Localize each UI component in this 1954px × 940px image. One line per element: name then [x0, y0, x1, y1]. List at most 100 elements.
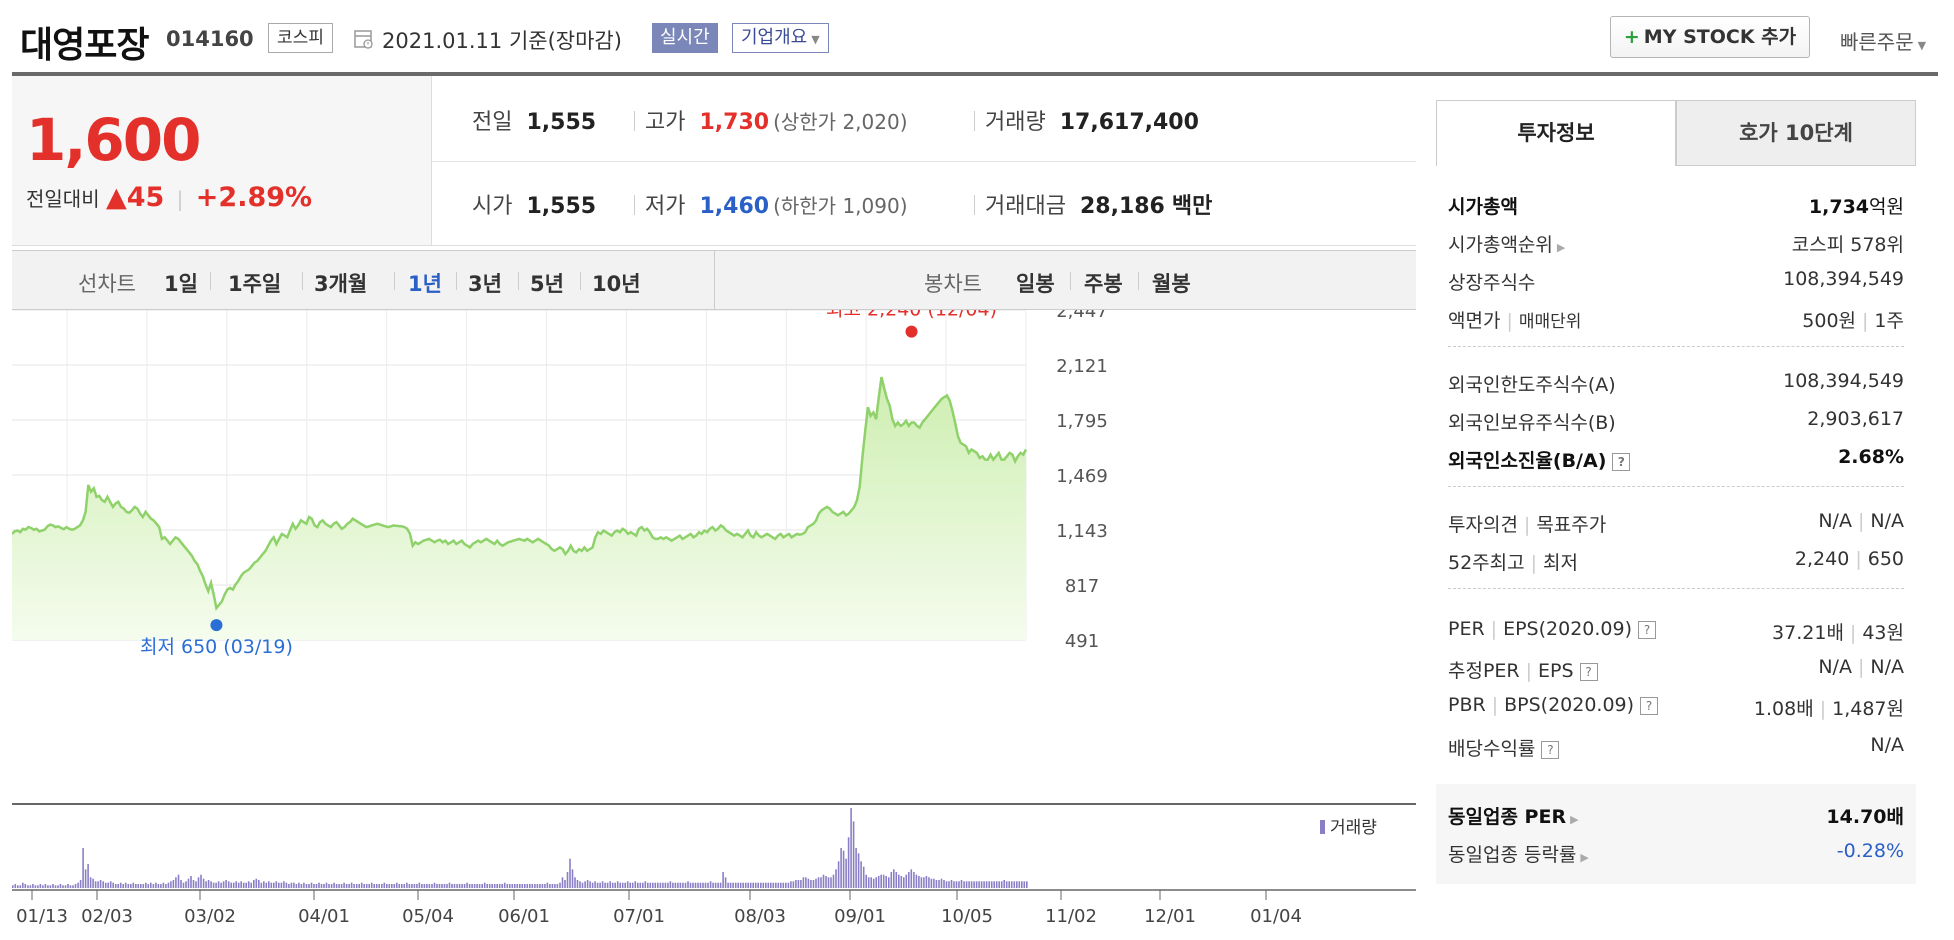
separator: |: [1849, 622, 1857, 644]
sector-per-value: 14.70배: [1826, 806, 1904, 828]
tab-hoga-10[interactable]: 호가 10단계: [1676, 100, 1916, 166]
volume-bar: [960, 880, 963, 888]
foreign-hold-label: 외국인보유주식수(B): [1448, 412, 1616, 434]
change-percent: +2.89%: [195, 182, 313, 213]
help-icon[interactable]: ?: [1640, 697, 1659, 715]
volume-bar: [948, 881, 950, 888]
divider: [1138, 272, 1139, 290]
volume-bar: [647, 882, 649, 888]
volume-bar: [288, 884, 290, 888]
volume-bar: [684, 882, 687, 888]
volume-bar: [67, 884, 69, 888]
volume-bar: [290, 882, 293, 888]
tab-5y[interactable]: 5년: [530, 272, 564, 296]
volume-bar: [910, 869, 913, 888]
stat-label: 전일: [472, 110, 513, 135]
eps-text: EPS(2020.09): [1503, 618, 1632, 640]
tab-10y[interactable]: 10년: [592, 272, 641, 296]
volume-bar: [335, 884, 338, 888]
volume-bar: [822, 874, 825, 888]
volume-bar: [117, 884, 119, 888]
foreign-hold-value: 2,903,617: [1807, 408, 1904, 430]
volume-bar: [217, 881, 220, 888]
volume-bar: [810, 880, 812, 888]
help-icon[interactable]: ?: [1579, 663, 1598, 681]
volume-bar: [795, 880, 797, 888]
tab-3y[interactable]: 3년: [468, 272, 502, 296]
volume-bar: [388, 884, 391, 888]
price-line: [12, 376, 1028, 611]
corp-summary-dropdown[interactable]: 기업개요 ▼: [732, 23, 829, 53]
volume-bar: [363, 884, 365, 888]
volume-bar: [177, 874, 180, 888]
tab-3m[interactable]: 3개월: [314, 272, 368, 296]
volume-bar: [383, 882, 386, 888]
row-cap-rank[interactable]: 시가총액순위 ▶ 코스피 578위: [1448, 224, 1904, 260]
low-annotation: 최저 650 (03/19): [140, 636, 293, 658]
volume-bar: [443, 884, 446, 888]
volume-bar: [524, 884, 526, 888]
help-icon[interactable]: ?: [1541, 741, 1560, 759]
volume-bar: [338, 884, 340, 888]
volume-bar: [453, 884, 456, 888]
volume-bar: [624, 882, 626, 888]
volume-bar: [509, 884, 511, 888]
realtime-button[interactable]: 실시간: [652, 23, 718, 53]
per-number: 37.21배: [1772, 622, 1844, 644]
volume-bar: [135, 884, 137, 888]
help-icon[interactable]: ?: [1638, 621, 1656, 639]
volume-bar: [34, 885, 37, 888]
lower-limit: (하한가 1,090): [773, 194, 908, 218]
volume-bar: [609, 881, 611, 888]
volume-bar: [551, 884, 554, 888]
volume-bar: [323, 884, 325, 888]
tab-1w[interactable]: 1주일: [228, 272, 282, 296]
row-foreign-ratio: 외국인소진율(B/A)? 2.68%: [1448, 440, 1904, 476]
quick-order-dropdown[interactable]: 빠른주문 ▼: [1840, 26, 1926, 55]
volume-bar: [729, 882, 732, 888]
row-sector-change[interactable]: 동일업종 등락률 ▶ -0.28%: [1448, 834, 1904, 870]
tab-1d[interactable]: 1일: [164, 272, 198, 296]
tab-daily[interactable]: 일봉: [1016, 272, 1055, 296]
stat-value: 28,186: [1079, 194, 1165, 219]
candle-chart-label: 봉차트: [924, 272, 982, 296]
tab-monthly[interactable]: 월봉: [1152, 272, 1191, 296]
volume-bar: [925, 876, 928, 888]
help-icon[interactable]: ?: [1612, 453, 1631, 471]
divider: [634, 195, 635, 215]
dividend-text: 배당수익률: [1448, 738, 1536, 760]
volume-bar: [205, 881, 207, 888]
sector-change-text: 동일업종 등락률: [1448, 844, 1577, 866]
tab-invest-info[interactable]: 투자정보: [1436, 100, 1676, 166]
volume-bar: [662, 882, 664, 888]
volume-bar: [268, 881, 270, 888]
upper-limit: (상한가 2,020): [773, 110, 908, 134]
volume-bar: [190, 876, 192, 888]
volume-bar: [132, 882, 135, 888]
add-mystock-button[interactable]: + MY STOCK 추가: [1610, 16, 1810, 58]
volume-bar: [717, 882, 719, 888]
volume-bar: [185, 881, 187, 888]
est-per-text: 추정PER: [1448, 660, 1520, 682]
volume-bar: [855, 848, 857, 888]
price-chart[interactable]: 2,447 2,121 1,795 1,469 1,143 817 491 최고 2,240…: [12, 310, 1416, 940]
volume-bar: [546, 882, 549, 888]
divider: [1448, 588, 1904, 589]
volume-bar: [970, 881, 973, 888]
volume-bar: [521, 884, 524, 888]
market-cap-number: 1,734: [1808, 196, 1870, 218]
tab-1y[interactable]: 1년: [408, 272, 442, 296]
volume-bar: [49, 885, 52, 888]
chevron-right-icon: ▶: [1570, 813, 1579, 826]
volume-bar: [938, 880, 940, 888]
volume-bar: [995, 881, 998, 888]
quick-order-label: 빠른주문: [1840, 30, 1914, 54]
cap-rank-label: 시가총액순위 ▶: [1448, 230, 1565, 257]
row-sector-per[interactable]: 동일업종 PER ▶ 14.70배: [1448, 796, 1904, 832]
volume-bar: [104, 882, 107, 888]
volume-bar: [561, 877, 564, 888]
volume-bar: [230, 882, 232, 888]
tab-weekly[interactable]: 주봉: [1084, 272, 1123, 296]
volume-bar: [273, 882, 275, 888]
divider: [1448, 346, 1904, 347]
